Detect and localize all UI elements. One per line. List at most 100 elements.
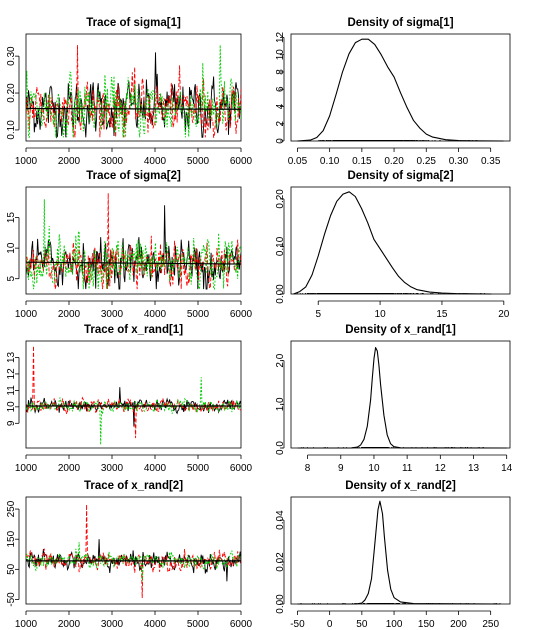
y-tick-label: 0.20 <box>6 83 17 103</box>
x-axis: 1000 2000 3000 4000 5000 6000 <box>15 147 253 167</box>
y-axis: 0.10 0.20 0.30 <box>6 46 20 140</box>
panel-6: Density of x_rand[1] 8 9 10 11 12 13 14 0.0 1.0 2.… <box>275 324 513 474</box>
y-tick-label: 50 <box>6 563 17 575</box>
panel-5: Trace of x_rand[1] 1000 2000 3000 4000 5000 60… <box>6 324 253 474</box>
chain-3-trace <box>26 45 241 138</box>
x-tick-label: 4000 <box>144 309 167 320</box>
chain-2-trace <box>26 45 241 138</box>
y-tick-label: 10 <box>6 401 17 413</box>
x-tick-label: 14 <box>501 463 513 474</box>
x-tick-label: 150 <box>418 619 435 630</box>
y-tick-label: 0.0 <box>275 441 286 455</box>
y-axis: 0 2 4 6 8 10 12 <box>275 31 286 143</box>
y-tick-label: 13 <box>6 351 17 363</box>
y-tick-label: 0.02 <box>275 552 286 572</box>
y-tick-label: 5 <box>6 275 17 281</box>
y-tick-label: 8 <box>275 69 286 75</box>
x-tick-label: 15 <box>436 309 448 320</box>
x-tick-label: 4000 <box>144 463 167 474</box>
y-tick-label: 10 <box>6 242 17 254</box>
y-tick-label: 4 <box>275 103 286 109</box>
y-axis: -50 50 150 250 <box>6 500 20 607</box>
trace-area <box>26 193 241 290</box>
x-tick-label: 3000 <box>101 309 124 320</box>
x-tick-label: 1000 <box>15 619 38 630</box>
y-tick-label: 0.20 <box>275 189 286 209</box>
x-tick-label: 200 <box>450 619 467 630</box>
x-tick-label: 2000 <box>58 309 81 320</box>
panel-title: Trace of x_rand[1] <box>84 324 183 336</box>
y-tick-label: 250 <box>6 500 17 517</box>
y-tick-label: 11 <box>6 385 17 396</box>
x-tick-label: 0.10 <box>320 156 340 167</box>
x-tick-label: 0.20 <box>384 156 404 167</box>
y-axis: 0.00 0.10 0.20 <box>275 189 286 304</box>
x-tick-label: 10 <box>368 463 380 474</box>
y-tick-label: 0.10 <box>275 236 286 256</box>
rug <box>300 603 501 604</box>
x-tick-label: 11 <box>402 463 413 474</box>
smooth-line <box>26 261 241 265</box>
y-tick-label: 0.00 <box>275 594 286 614</box>
rug <box>318 140 478 141</box>
y-tick-label: -50 <box>6 592 17 607</box>
y-tick-label: 0.04 <box>275 510 286 530</box>
plot-frame <box>25 186 242 295</box>
x-axis: 0.05 0.10 0.15 0.20 0.25 0.30 0.35 <box>288 147 501 167</box>
y-tick-label: 1.0 <box>275 397 286 411</box>
y-tick-label: 12 <box>275 31 286 43</box>
panel-title: Density of x_rand[2] <box>345 480 456 492</box>
x-tick-label: 10 <box>375 309 387 320</box>
panel-title: Trace of sigma[2] <box>86 170 181 182</box>
x-tick-label: 5000 <box>187 156 210 167</box>
plot-frame <box>290 33 511 142</box>
x-tick-label: 3000 <box>101 463 124 474</box>
trace-area <box>26 345 241 445</box>
x-tick-label: 9 <box>338 463 344 474</box>
rug <box>297 293 485 294</box>
x-tick-label: 0.25 <box>417 156 437 167</box>
chain-1-trace <box>26 205 241 290</box>
x-tick-label: 1000 <box>15 309 38 320</box>
y-tick-label: 15 <box>6 212 17 224</box>
x-tick-label: 8 <box>305 463 311 474</box>
x-tick-label: 0.35 <box>481 156 501 167</box>
y-axis: 5 10 15 <box>6 212 20 281</box>
plot-frame <box>290 340 511 449</box>
panel-3: Trace of sigma[2] 1000 2000 3000 4000 5000 600… <box>6 170 253 320</box>
x-tick-label: 2000 <box>58 156 81 167</box>
panel-8: Density of x_rand[2] -50 0 50 100 150 200 250 0.… <box>275 480 511 630</box>
x-tick-label: 4000 <box>144 619 167 630</box>
x-tick-label: 1000 <box>15 463 38 474</box>
panel-2: Density of sigma[1]0.05 0.10 0.15 0.20 0.25 0… <box>275 17 511 167</box>
y-axis: 0.0 1.0 2.0 <box>275 353 286 455</box>
panel-4: Density of sigma[2] 5 10 15 20 0.00 0.10 0.20 <box>275 170 511 320</box>
y-tick-label: 0.00 <box>275 284 286 304</box>
x-axis: 1000 2000 3000 4000 5000 6000 <box>15 610 253 630</box>
x-axis: 8 9 10 11 12 13 14 <box>305 454 513 474</box>
x-tick-label: -50 <box>290 619 305 630</box>
x-tick-label: 6000 <box>230 463 253 474</box>
plot-frame <box>290 496 511 605</box>
x-tick-label: 5 <box>315 309 321 320</box>
smooth-line <box>26 107 241 110</box>
x-tick-label: 0.05 <box>288 156 308 167</box>
density-curve <box>297 500 501 605</box>
y-tick-label: 0 <box>275 138 286 144</box>
y-tick-label: 9 <box>6 420 17 426</box>
x-tick-label: 2000 <box>58 619 81 630</box>
x-tick-label: 5000 <box>187 619 210 630</box>
chain-2-trace <box>26 504 241 599</box>
y-tick-label: 0.30 <box>6 46 17 66</box>
panel-7: Trace of x_rand[2] 1000 2000 3000 4000 5000 60… <box>6 480 253 630</box>
x-tick-label: 6000 <box>230 156 253 167</box>
plot-frame <box>25 496 242 605</box>
chain-3-trace <box>26 199 241 290</box>
y-tick-label: 12 <box>6 368 17 380</box>
x-tick-label: 250 <box>482 619 499 630</box>
x-tick-label: 5000 <box>187 463 210 474</box>
y-tick-label: 2.0 <box>275 353 286 367</box>
y-tick-label: 10 <box>275 49 286 61</box>
panel-title: Trace of x_rand[2] <box>84 480 183 492</box>
